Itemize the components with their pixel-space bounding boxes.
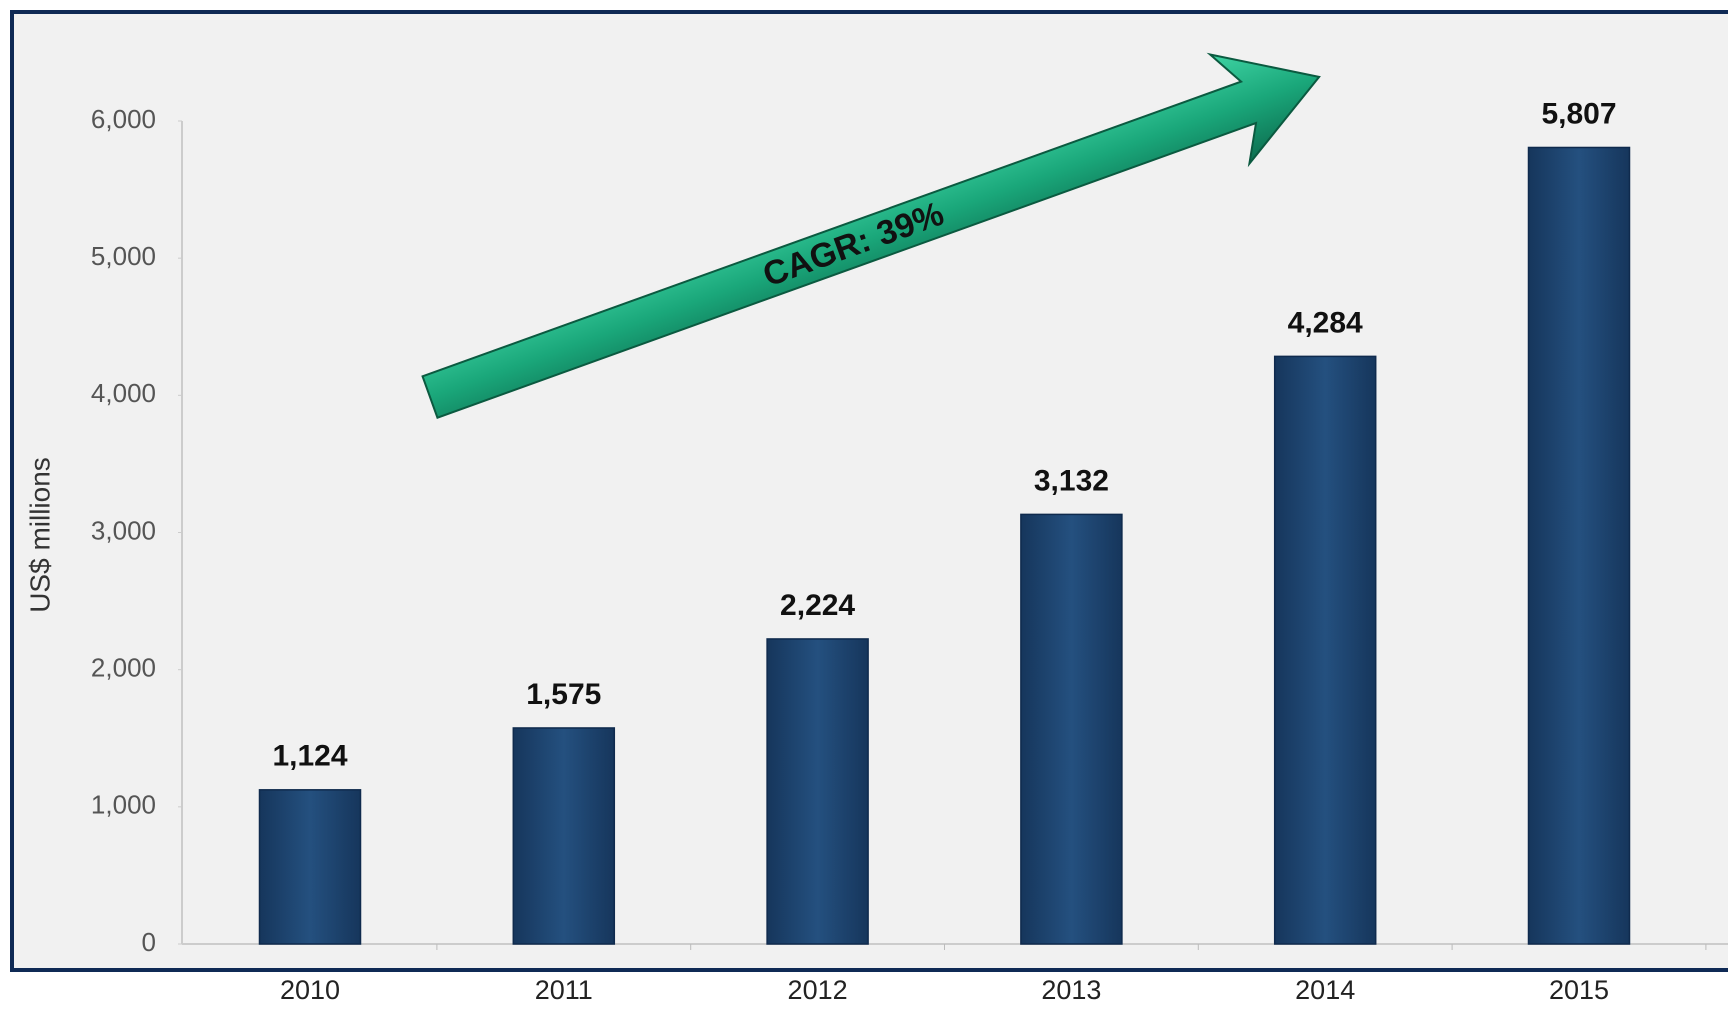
- y-tick-label: 0: [142, 927, 156, 957]
- x-tick-label: 2010: [280, 975, 340, 1005]
- bar: [1021, 514, 1122, 944]
- bar: [1275, 356, 1376, 944]
- chart: US$ millions 0 1,000 2,000 3,000 4,000 5,000 6…: [0, 0, 1728, 1006]
- y-axis-label: US$ millions: [24, 457, 55, 613]
- y-tick-label: 3,000: [91, 515, 156, 545]
- value-label: 5,807: [1541, 97, 1616, 130]
- bar: [1529, 147, 1630, 944]
- x-tick-label: 2013: [1041, 975, 1101, 1005]
- bar: [513, 728, 614, 944]
- x-tick-label: 2014: [1295, 975, 1355, 1005]
- bar: [260, 790, 361, 944]
- value-label: 4,284: [1288, 306, 1363, 339]
- value-label: 2,224: [780, 589, 855, 622]
- x-tick-label: 2011: [535, 975, 593, 1005]
- y-tick-label: 4,000: [91, 378, 156, 408]
- y-tick-label: 6,000: [91, 104, 156, 134]
- bar: [767, 639, 868, 944]
- value-label: 1,124: [272, 740, 347, 773]
- x-tick-label: 2012: [788, 975, 848, 1005]
- page: US$ millions 0 1,000 2,000 3,000 4,000 5,000 6…: [0, 0, 1728, 1011]
- x-tick-label: 2015: [1549, 975, 1609, 1005]
- y-tick-label: 5,000: [91, 241, 156, 271]
- value-label: 1,575: [526, 678, 601, 711]
- y-tick-label: 1,000: [91, 790, 156, 820]
- value-label: 3,132: [1034, 464, 1109, 497]
- y-tick-label: 2,000: [91, 653, 156, 683]
